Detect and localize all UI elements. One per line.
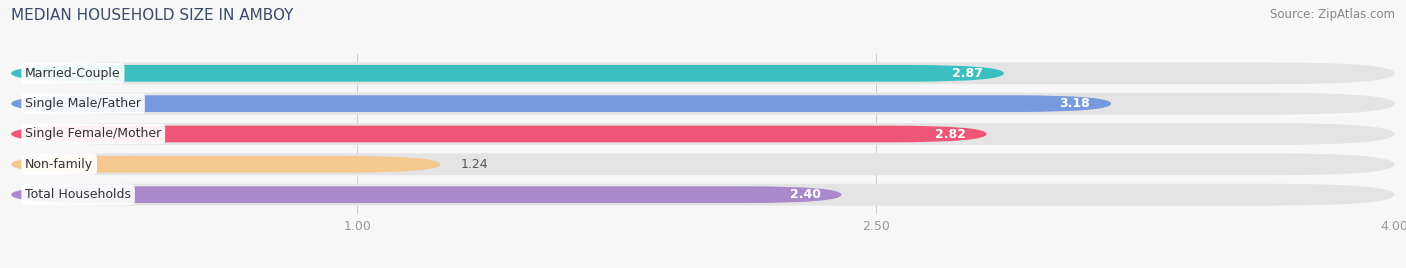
FancyBboxPatch shape (11, 123, 1395, 145)
FancyBboxPatch shape (11, 95, 1111, 112)
FancyBboxPatch shape (11, 153, 1395, 175)
FancyBboxPatch shape (11, 156, 440, 173)
FancyBboxPatch shape (11, 126, 987, 142)
Text: Non-family: Non-family (25, 158, 93, 171)
FancyBboxPatch shape (11, 184, 1395, 206)
FancyBboxPatch shape (11, 186, 841, 203)
Text: 1.24: 1.24 (461, 158, 488, 171)
Text: Source: ZipAtlas.com: Source: ZipAtlas.com (1270, 8, 1395, 21)
Text: 3.18: 3.18 (1060, 97, 1091, 110)
Text: Total Households: Total Households (25, 188, 131, 201)
Text: Single Female/Mother: Single Female/Mother (25, 128, 162, 140)
FancyBboxPatch shape (11, 93, 1395, 115)
Text: 2.87: 2.87 (952, 67, 983, 80)
Text: Single Male/Father: Single Male/Father (25, 97, 141, 110)
Text: 2.82: 2.82 (935, 128, 966, 140)
Text: Married-Couple: Married-Couple (25, 67, 121, 80)
Text: 2.40: 2.40 (790, 188, 821, 201)
Text: MEDIAN HOUSEHOLD SIZE IN AMBOY: MEDIAN HOUSEHOLD SIZE IN AMBOY (11, 8, 294, 23)
FancyBboxPatch shape (11, 62, 1395, 84)
FancyBboxPatch shape (11, 65, 1004, 82)
